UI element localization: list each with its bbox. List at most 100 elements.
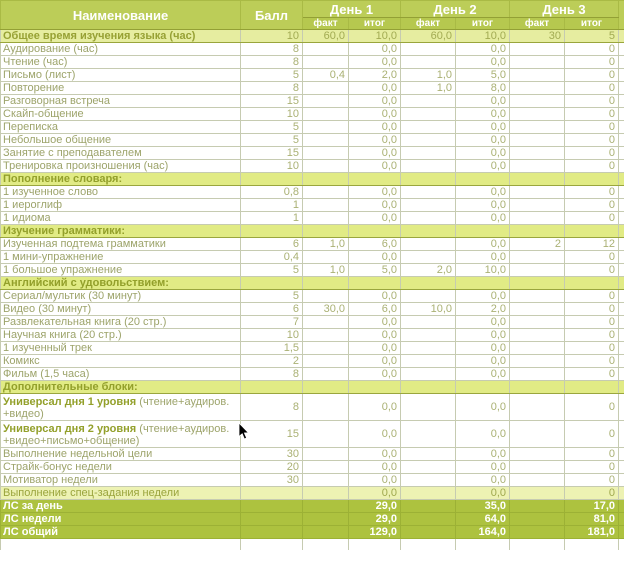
score-cell[interactable]	[240, 525, 303, 539]
day3-fact-cell[interactable]	[509, 512, 565, 526]
day1-fact-cell[interactable]	[302, 289, 349, 303]
score-cell[interactable]: 15	[240, 146, 303, 160]
day1-total-cell[interactable]: 0,0	[348, 42, 401, 56]
day1-fact-cell[interactable]	[302, 120, 349, 134]
day2-total-cell[interactable]	[455, 172, 510, 186]
day2-fact-cell[interactable]	[400, 146, 456, 160]
row-label[interactable]: Развлекательная книга (20 стр.)	[0, 315, 241, 329]
day1-fact-cell[interactable]	[302, 146, 349, 160]
day3-total-cell[interactable]: 0	[564, 460, 619, 474]
day2-fact-cell[interactable]	[400, 486, 456, 500]
day2-total-cell[interactable]: 35,0	[455, 499, 510, 513]
day1-total-cell[interactable]: 0,0	[348, 81, 401, 95]
day3-fact-cell[interactable]	[509, 315, 565, 329]
score-cell[interactable]: 6	[240, 302, 303, 316]
score-cell[interactable]: 20	[240, 460, 303, 474]
day3-fact-cell[interactable]	[509, 211, 565, 225]
day2-fact-cell[interactable]: 60,0	[400, 29, 456, 43]
day3-fact-cell[interactable]	[509, 341, 565, 355]
day2-fact-cell[interactable]	[400, 499, 456, 513]
day2-fact-cell[interactable]: 1,0	[400, 68, 456, 82]
row-label[interactable]: Страйк-бонус недели	[0, 460, 241, 474]
day3-total-cell[interactable]: 0	[564, 185, 619, 199]
day2-total-cell[interactable]	[455, 380, 510, 394]
day3-total-cell[interactable]: 0	[564, 341, 619, 355]
day2-total-cell[interactable]: 0,0	[455, 55, 510, 69]
day1-total-cell[interactable]: 0,0	[348, 55, 401, 69]
day2-fact-cell[interactable]: 1,0	[400, 81, 456, 95]
day1-fact-cell[interactable]	[302, 420, 349, 448]
day2-total-cell[interactable]: 0,0	[455, 460, 510, 474]
day3-fact-cell[interactable]	[509, 289, 565, 303]
day2-fact-cell[interactable]	[400, 380, 456, 394]
day1-fact-cell[interactable]	[302, 447, 349, 461]
day3-fact-cell[interactable]	[509, 185, 565, 199]
day3-fact-cell[interactable]	[509, 68, 565, 82]
day1-total-cell[interactable]: 29,0	[348, 499, 401, 513]
day2-fact-cell[interactable]	[400, 237, 456, 251]
day1-total-cell[interactable]: 0,0	[348, 367, 401, 381]
day3-fact-cell[interactable]	[509, 460, 565, 474]
row-label[interactable]: ЛС недели	[0, 512, 241, 526]
row-label[interactable]: 1 иероглиф	[0, 198, 241, 212]
day3-total-cell[interactable]: 17,0	[564, 499, 619, 513]
day1-fact-cell[interactable]	[302, 94, 349, 108]
score-cell[interactable]: 10	[240, 107, 303, 121]
day2-total-cell[interactable]: 0,0	[455, 328, 510, 342]
day2-total-cell[interactable]: 0,0	[455, 486, 510, 500]
day3-fact-cell[interactable]	[509, 328, 565, 342]
day2-total-cell[interactable]: 0,0	[455, 42, 510, 56]
row-label[interactable]: 1 большое упражнение	[0, 263, 241, 277]
row-label[interactable]: Чтение (час)	[0, 55, 241, 69]
day3-total-cell[interactable]: 0	[564, 420, 619, 448]
day3-fact-cell[interactable]	[509, 120, 565, 134]
day2-fact-cell[interactable]	[400, 447, 456, 461]
day1-total-cell[interactable]	[348, 276, 401, 290]
row-label[interactable]: Пополнение словаря:	[0, 172, 241, 186]
row-label[interactable]: Мотиватор недели	[0, 473, 241, 487]
day1-total-cell[interactable]: 5,0	[348, 263, 401, 277]
day3-fact-cell[interactable]	[509, 159, 565, 173]
day2-fact-cell[interactable]	[400, 42, 456, 56]
day3-fact-cell[interactable]	[509, 380, 565, 394]
day2-fact-cell[interactable]	[400, 133, 456, 147]
day2-fact-cell[interactable]	[400, 354, 456, 368]
score-cell[interactable]: 1,5	[240, 341, 303, 355]
day3-fact-cell[interactable]: 30	[509, 29, 565, 43]
day2-total-cell[interactable]: 0,0	[455, 159, 510, 173]
day1-fact-cell[interactable]	[302, 81, 349, 95]
day1-total-cell[interactable]: 6,0	[348, 237, 401, 251]
day3-total-cell[interactable]: 181,0	[564, 525, 619, 539]
day1-total-cell[interactable]: 0,0	[348, 460, 401, 474]
score-cell[interactable]: 0,4	[240, 250, 303, 264]
day3-fact-cell[interactable]	[509, 486, 565, 500]
row-label[interactable]: Универсал дня 2 уровня (чтение+аудиров. …	[0, 420, 241, 448]
day3-fact-cell[interactable]	[509, 94, 565, 108]
day1-total-cell[interactable]: 0,0	[348, 146, 401, 160]
day1-total-cell[interactable]	[348, 380, 401, 394]
day2-fact-cell[interactable]	[400, 367, 456, 381]
day2-total-cell[interactable]: 0,0	[455, 341, 510, 355]
day2-total-cell[interactable]: 5,0	[455, 68, 510, 82]
score-cell[interactable]: 8	[240, 55, 303, 69]
day3-total-cell[interactable]: 0	[564, 328, 619, 342]
day2-fact-cell[interactable]	[400, 315, 456, 329]
day2-fact-cell[interactable]: 10,0	[400, 302, 456, 316]
day1-fact-cell[interactable]: 0,4	[302, 68, 349, 82]
day2-total-cell[interactable]: 0,0	[455, 420, 510, 448]
score-cell[interactable]	[240, 224, 303, 238]
day3-total-cell[interactable]: 0	[564, 211, 619, 225]
day2-total-cell[interactable]: 0,0	[455, 107, 510, 121]
day1-total-cell[interactable]: 0,0	[348, 328, 401, 342]
day1-fact-cell[interactable]	[302, 512, 349, 526]
score-cell[interactable]: 5	[240, 120, 303, 134]
day2-total-cell[interactable]: 0,0	[455, 447, 510, 461]
score-cell[interactable]: 6	[240, 237, 303, 251]
day1-fact-cell[interactable]: 1,0	[302, 263, 349, 277]
day3-fact-cell[interactable]	[509, 499, 565, 513]
row-label[interactable]: Сериал/мультик (30 минут)	[0, 289, 241, 303]
score-cell[interactable]: 2	[240, 354, 303, 368]
day1-total-cell[interactable]: 0,0	[348, 393, 401, 421]
day2-fact-cell[interactable]	[400, 525, 456, 539]
day1-total-cell[interactable]: 0,0	[348, 133, 401, 147]
